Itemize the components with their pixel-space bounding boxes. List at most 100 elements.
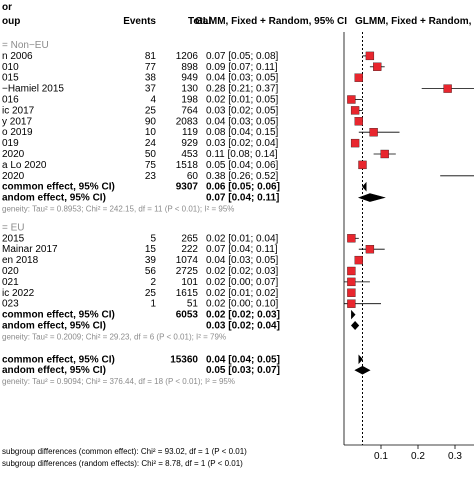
study-name: −Hamiel 2015	[2, 84, 64, 95]
subgroup-label: = Non−EU	[2, 40, 49, 51]
study-events: 1	[150, 299, 156, 310]
study-events: 25	[145, 105, 157, 116]
study-ci: 0.02 [0.00; 0.07]	[206, 277, 279, 288]
subgroup-heterogeneity: geneity: Tau² = 0.8953; Chi² = 242.15, d…	[2, 205, 234, 214]
study-point-box	[347, 266, 356, 276]
study-point-box	[354, 73, 363, 82]
study-point-box	[347, 234, 356, 243]
subgroup-common-diamond	[351, 309, 356, 320]
subgroup-common-total: 9307	[176, 182, 199, 193]
study-name: y 2017	[2, 116, 32, 127]
study-ci: 0.02 [0.02; 0.03]	[206, 266, 279, 277]
study-name: 2015	[2, 233, 25, 244]
overall-common-diamond	[358, 354, 363, 365]
study-total: 1518	[176, 160, 199, 171]
study-point-box	[347, 288, 356, 297]
study-events: 39	[145, 255, 157, 266]
study-ci: 0.09 [0.07; 0.11]	[206, 62, 278, 73]
study-events: 5	[150, 233, 156, 244]
study-ci: 0.11 [0.08; 0.14]	[206, 149, 278, 160]
subgroup-random-label: andom effect, 95% CI)	[2, 321, 106, 332]
study-ci: 0.07 [0.04; 0.11]	[206, 244, 278, 255]
study-total: 101	[181, 277, 198, 288]
study-point-box	[365, 51, 375, 61]
header-study: oup	[2, 16, 20, 27]
study-ci: 0.02 [0.01; 0.04]	[206, 233, 279, 244]
study-events: 81	[145, 51, 157, 62]
subgroup-random-ci: 0.07 [0.04; 0.11]	[206, 193, 279, 204]
study-name: 2020	[2, 171, 25, 182]
study-point-box	[380, 149, 389, 159]
x-tick-label: 0.2	[411, 451, 425, 462]
subgroup-common-diamond	[362, 181, 367, 192]
subgroup-label: = EU	[2, 222, 25, 233]
study-point-box	[358, 160, 367, 170]
study-name: 023	[2, 299, 19, 310]
header-events: Events	[123, 16, 156, 27]
study-total: 929	[181, 138, 198, 149]
study-point-box	[354, 255, 363, 265]
study-events: 38	[145, 73, 157, 84]
overall-random-diamond	[354, 365, 371, 375]
overall-random-ci: 0.05 [0.03; 0.07]	[206, 365, 280, 376]
subgroup-common-ci: 0.06 [0.05; 0.06]	[206, 182, 280, 193]
study-name: 016	[2, 95, 19, 106]
header-line1: or	[2, 2, 12, 13]
study-ci: 0.04 [0.03; 0.05]	[206, 116, 279, 127]
study-events: 23	[145, 171, 157, 182]
study-name: 2020	[2, 149, 25, 160]
overall-common-total: 15360	[170, 354, 198, 365]
study-name: 020	[2, 266, 19, 277]
study-name: Mainar 2017	[2, 244, 58, 255]
study-ci: 0.05 [0.04; 0.06]	[206, 160, 279, 171]
study-events: 77	[145, 62, 157, 73]
study-point-box	[354, 117, 363, 126]
study-point-box	[350, 106, 360, 115]
subgroup-random-ci: 0.03 [0.02; 0.04]	[206, 321, 280, 332]
study-total: 2725	[176, 266, 199, 277]
study-point-box	[347, 95, 356, 104]
study-total: 119	[182, 127, 198, 138]
study-ci: 0.04 [0.03; 0.05]	[206, 255, 279, 266]
study-name: 021	[2, 277, 19, 288]
study-events: 2	[150, 277, 156, 288]
overall-random-label: andom effect, 95% CI)	[2, 365, 106, 376]
subgroup-common-label: common effect, 95% CI)	[2, 310, 115, 321]
study-name: 010	[2, 62, 19, 73]
study-ci: 0.03 [0.02; 0.04]	[206, 138, 279, 149]
study-ci: 0.03 [0.02; 0.05]	[206, 105, 279, 116]
study-total: 898	[181, 62, 198, 73]
study-total: 949	[181, 73, 198, 84]
test-subgroup-common: subgroup differences (common effect): Ch…	[2, 447, 247, 456]
study-events: 25	[145, 288, 157, 299]
study-point-box	[347, 277, 356, 287]
study-total: 1615	[176, 288, 199, 299]
study-events: 56	[145, 266, 157, 277]
study-events: 37	[145, 84, 157, 95]
study-events: 75	[145, 160, 157, 171]
study-total: 1074	[176, 255, 199, 266]
study-total: 764	[181, 105, 198, 116]
study-name: 019	[2, 138, 19, 149]
subgroup-common-ci: 0.02 [0.02; 0.03]	[206, 310, 280, 321]
subgroup-heterogeneity: geneity: Tau² = 0.2009; Chi² = 29.23, df…	[2, 332, 226, 341]
study-total: 1206	[176, 51, 199, 62]
x-tick-label: 0.1	[374, 451, 388, 462]
study-events: 90	[145, 116, 157, 127]
header-total: Total	[188, 16, 211, 27]
header-glmm-plot: GLMM, Fixed + Random,	[355, 16, 472, 27]
x-tick-label: 0.3	[448, 451, 462, 462]
study-ci: 0.38 [0.26; 0.52]	[206, 171, 279, 182]
study-ci: 0.08 [0.04; 0.15]	[206, 127, 279, 138]
study-ci: 0.28 [0.21; 0.37]	[206, 84, 279, 95]
study-total: 2083	[176, 116, 199, 127]
study-total: 51	[187, 299, 199, 310]
study-point-box	[365, 245, 375, 254]
study-name: a Lo 2020	[2, 160, 47, 171]
study-total: 222	[181, 244, 198, 255]
study-point-box	[373, 62, 382, 71]
study-point-box	[369, 128, 378, 137]
subgroup-random-diamond	[357, 193, 386, 202]
